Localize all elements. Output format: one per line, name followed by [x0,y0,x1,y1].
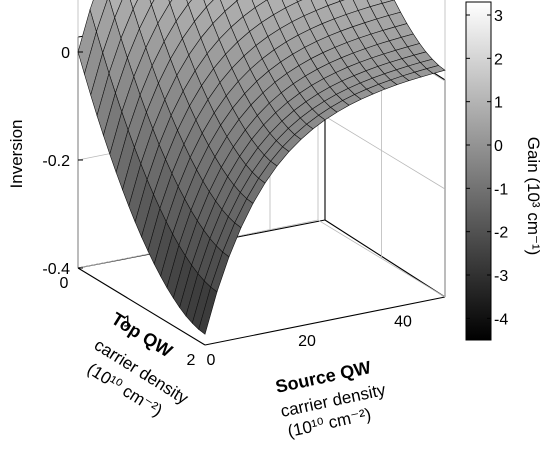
z-tick-label: -0.4 [42,261,70,278]
source-qw-tick-label: 0 [207,352,216,369]
colorbar-tick-label: 2 [494,51,503,68]
top-qw-tick-label: 2 [187,352,196,369]
inversion-surface [77,0,446,335]
source-qw-tick-label: 40 [394,314,412,331]
source-qw-tick-label: 20 [298,333,316,350]
colorbar-tick-label: -1 [494,181,508,198]
surface-patch [198,286,218,335]
top-qw-tick-label: 0 [60,275,69,292]
z-tick-label: -0.2 [42,153,70,170]
colorbar-ticks: 3 2 1 0 -1 -2 -3 -4 [466,8,508,328]
source-qw-axis-label: Source QW carrier density (10¹⁰ cm⁻²) [274,357,388,441]
colorbar-gradient [465,1,492,341]
colorbar-tick-label: 0 [494,138,503,155]
surface-patch [149,0,155,6]
colorbar-tick-label: 1 [494,95,503,112]
colorbar-tick-label: -3 [494,268,508,285]
colorbar-tick-label: -2 [494,225,508,242]
top-qw-tick-label: 1 [123,314,132,331]
z-tick-label: 0 [61,45,70,62]
colorbar-tick-label: -4 [494,311,508,328]
z-axis-label: Inversion [7,120,26,189]
gridline-z--0.4 [77,219,446,298]
colorbar-label: Gain (10³ cm⁻¹) [524,137,543,256]
top-qw-axis-label: Top QW carrier density (10¹⁰ cm⁻²) [84,308,192,420]
colorbar: 3 2 1 0 -1 -2 -3 -4 Gain (10³ cm⁻¹) [465,1,543,341]
colorbar-tick-label: 3 [494,8,503,25]
